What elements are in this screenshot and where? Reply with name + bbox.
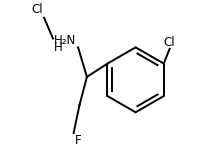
Text: H: H (54, 41, 62, 54)
Text: Cl: Cl (164, 36, 175, 49)
Text: Cl: Cl (31, 3, 43, 16)
Text: F: F (75, 134, 82, 147)
Text: H₂N: H₂N (54, 34, 77, 47)
